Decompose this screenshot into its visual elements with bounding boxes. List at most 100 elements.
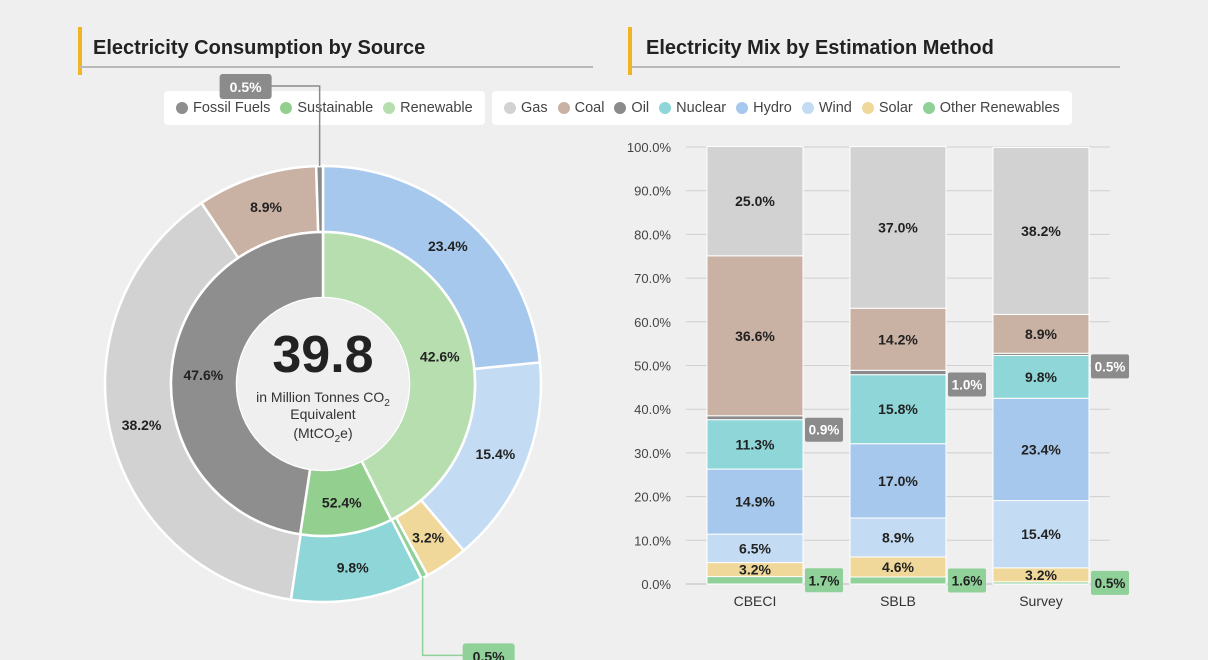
bar-cbeci-hydro xyxy=(706,468,804,535)
legend-label: Other Renewables xyxy=(939,100,1060,116)
legend-swatch xyxy=(280,102,293,114)
bar-sblb-other-renewables xyxy=(849,576,947,585)
legend-label: Solar xyxy=(878,100,913,116)
inner-label-sustainable: 52.4% xyxy=(322,495,362,511)
inner-label-fossil-fuels: 47.6% xyxy=(183,367,223,383)
center-unit-line1: in Million Tonnes CO2 xyxy=(256,389,390,409)
legend-label: Gas xyxy=(521,100,548,116)
left-legend-sustainable: Sustainable xyxy=(280,100,373,116)
bar-label-survey-coal: 8.9% xyxy=(1025,326,1057,342)
legend-swatch xyxy=(736,102,749,114)
y-tick-label: 10.0% xyxy=(634,533,671,548)
bar-label-survey-wind: 15.4% xyxy=(1021,526,1061,542)
right-legend-nuclear: Nuclear xyxy=(659,100,726,116)
bar-label-cbeci-oil: 0.9% xyxy=(809,423,840,438)
legend-swatch xyxy=(176,102,188,114)
legend-swatch xyxy=(659,102,672,114)
legend-swatch xyxy=(557,102,570,114)
y-tick-label: 60.0% xyxy=(634,315,671,330)
y-tick-label: 40.0% xyxy=(634,402,671,417)
bar-label-cbeci-hydro: 14.9% xyxy=(735,494,775,510)
legend-label: Sustainable xyxy=(297,100,374,116)
bar-badge-survey-oil xyxy=(1091,354,1129,379)
bar-sblb-coal xyxy=(849,307,947,371)
legend-label: Oil xyxy=(631,100,650,116)
bar-badge-survey-other-renewables xyxy=(1091,570,1129,595)
bar-label-cbeci-solar: 3.2% xyxy=(739,562,771,578)
callout-label-oil: 0.5% xyxy=(230,79,262,95)
bar-badge-cbeci-oil xyxy=(805,417,843,442)
bar-label-survey-gas: 38.2% xyxy=(1021,223,1061,239)
callout-badge-other-renewables xyxy=(462,643,515,660)
donut-chart: 39.8 in Million Tonnes CO2 Equivalent (M… xyxy=(103,74,543,660)
bar-sblb-wind xyxy=(849,517,947,558)
bar-label-sblb-wind: 8.9% xyxy=(882,529,914,545)
bar-label-sblb-oil: 1.0% xyxy=(952,377,983,392)
x-tick-label-sblb: SBLB xyxy=(880,593,916,609)
bar-label-sblb-coal: 14.2% xyxy=(878,331,918,347)
left-legend: Fossil Fuels Sustainable Renewable xyxy=(164,91,485,125)
legend-swatch xyxy=(922,102,935,114)
bar-cbeci-other-renewables xyxy=(706,576,804,585)
y-tick-label: 70.0% xyxy=(634,271,671,286)
bar-sblb-gas xyxy=(849,146,947,309)
y-tick-label: 0.0% xyxy=(641,577,671,592)
left-legend-renewable: Renewable xyxy=(383,100,473,116)
bar-cbeci-oil xyxy=(706,415,804,421)
bar-label-cbeci-wind: 6.5% xyxy=(739,540,771,556)
right-legend-coal: Coal xyxy=(557,100,605,116)
outer-label-solar: 3.2% xyxy=(412,529,444,545)
bar-label-survey-other-renewables: 0.5% xyxy=(1095,576,1126,591)
y-tick-label: 100.0% xyxy=(627,140,672,155)
legend-label: Fossil Fuels xyxy=(193,100,271,116)
bar-badge-sblb-other-renewables xyxy=(948,568,986,593)
donut-center-disc xyxy=(237,298,409,470)
bar-label-survey-hydro: 23.4% xyxy=(1021,441,1061,457)
legend-swatch xyxy=(383,102,396,114)
center-unit-line3: (MtCO2e) xyxy=(293,425,352,445)
y-tick-label: 90.0% xyxy=(634,184,671,199)
bar-label-sblb-nuclear: 15.8% xyxy=(878,401,918,417)
outer-label-hydro: 23.4% xyxy=(428,238,468,254)
callout-line-other-renewables xyxy=(421,577,463,657)
left-panel-title: Electricity Consumption by Source xyxy=(79,37,593,68)
bar-label-sblb-solar: 4.6% xyxy=(882,559,914,575)
left-title-accent xyxy=(78,27,82,75)
y-tick-label: 80.0% xyxy=(634,227,671,242)
legend-label: Renewable xyxy=(400,100,473,116)
legend-swatch xyxy=(504,102,516,114)
bar-survey-gas xyxy=(992,146,1090,315)
bar-label-cbeci-coal: 36.6% xyxy=(735,328,775,344)
outer-label-coal: 8.9% xyxy=(250,199,282,215)
y-tick-label: 30.0% xyxy=(634,446,671,461)
y-tick-label: 20.0% xyxy=(634,490,671,505)
outer-label-nuclear: 9.8% xyxy=(337,560,369,576)
bar-cbeci-nuclear xyxy=(706,419,804,470)
y-tick-label: 50.0% xyxy=(634,359,671,374)
bar-cbeci-gas xyxy=(706,146,804,257)
bar-badge-sblb-oil xyxy=(948,372,986,397)
right-legend-oil: Oil xyxy=(614,100,649,116)
callout-badge-oil xyxy=(219,74,272,100)
bar-label-survey-oil: 0.5% xyxy=(1095,359,1126,374)
bar-label-survey-nuclear: 9.8% xyxy=(1025,369,1057,385)
bar-badge-cbeci-other-renewables xyxy=(805,568,843,593)
bar-label-sblb-other-renewables: 1.6% xyxy=(952,574,983,589)
bar-sblb-hydro xyxy=(849,443,947,519)
left-legend-fossil-fuels: Fossil Fuels xyxy=(176,100,270,116)
bar-label-sblb-hydro: 17.0% xyxy=(878,473,918,489)
legend-swatch xyxy=(861,102,874,114)
right-legend-solar: Solar xyxy=(861,100,913,116)
bar-cbeci-wind xyxy=(706,533,804,564)
legend-label: Nuclear xyxy=(676,100,727,116)
bar-label-cbeci-gas: 25.0% xyxy=(735,193,775,209)
callout-label-other-renewables: 0.5% xyxy=(473,648,505,660)
right-legend-other-renewables: Other Renewables xyxy=(922,100,1060,116)
legend-label: Coal xyxy=(574,100,605,116)
legend-label: Wind xyxy=(818,100,852,116)
inner-label-renewable: 42.6% xyxy=(420,348,460,364)
bar-survey-hydro xyxy=(992,397,1090,502)
bar-sblb-oil xyxy=(849,369,947,376)
legend-swatch xyxy=(801,102,814,114)
